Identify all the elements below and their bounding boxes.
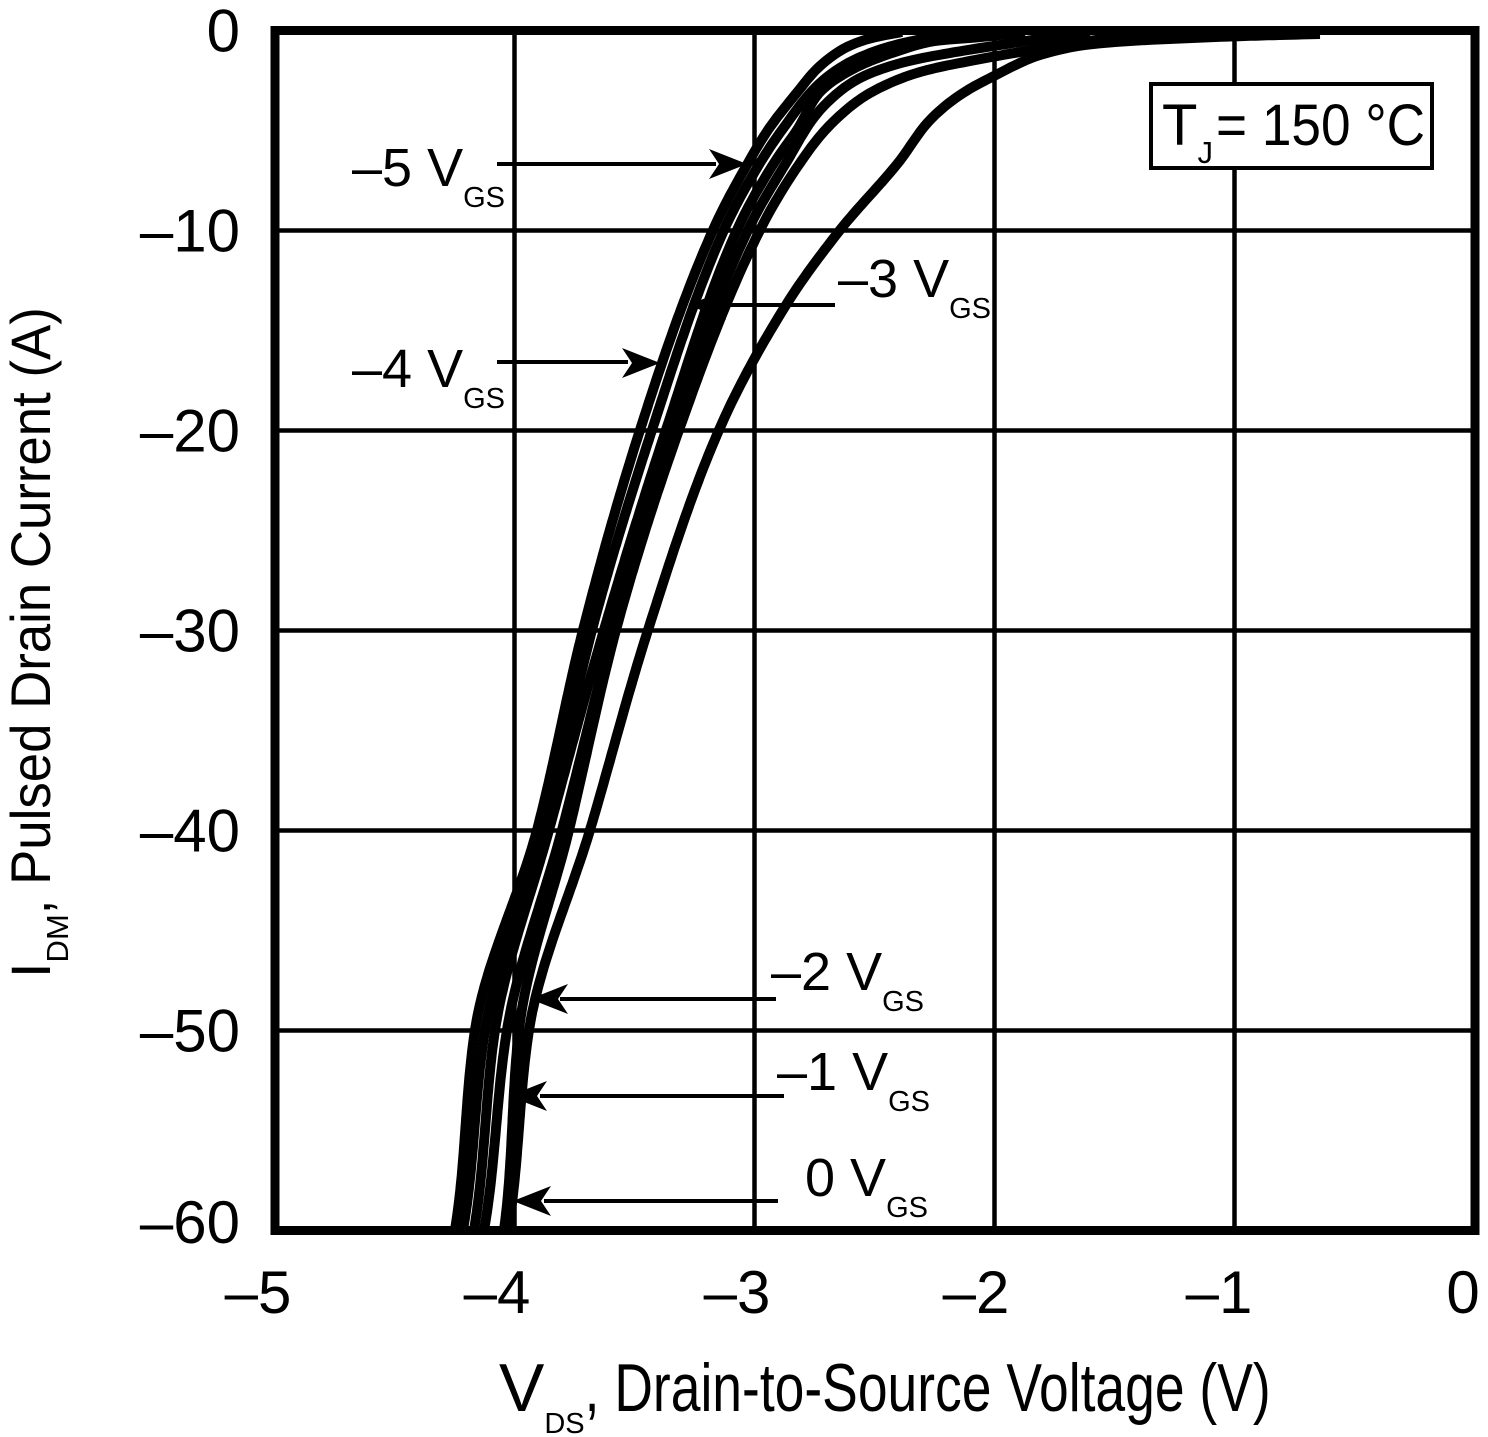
svg-text:–2: –2 <box>943 1259 1010 1326</box>
svg-text:0: 0 <box>1446 1259 1479 1326</box>
svg-text:–4: –4 <box>464 1259 531 1326</box>
svg-text:0: 0 <box>207 0 240 65</box>
svg-text:–40: –40 <box>140 798 240 865</box>
svg-text:–50: –50 <box>140 998 240 1065</box>
svg-text:–30: –30 <box>140 598 240 665</box>
svg-text:–1: –1 <box>1186 1259 1253 1326</box>
svg-text:–20: –20 <box>140 398 240 465</box>
svg-text:–5: –5 <box>225 1259 292 1326</box>
svg-text:–3: –3 <box>704 1259 771 1326</box>
svg-text:–60: –60 <box>140 1189 240 1256</box>
svg-text:VDS, Drain-to-Source Voltage (: VDS, Drain-to-Source Voltage (V) <box>499 1350 1271 1437</box>
svg-text:–10: –10 <box>140 198 240 265</box>
